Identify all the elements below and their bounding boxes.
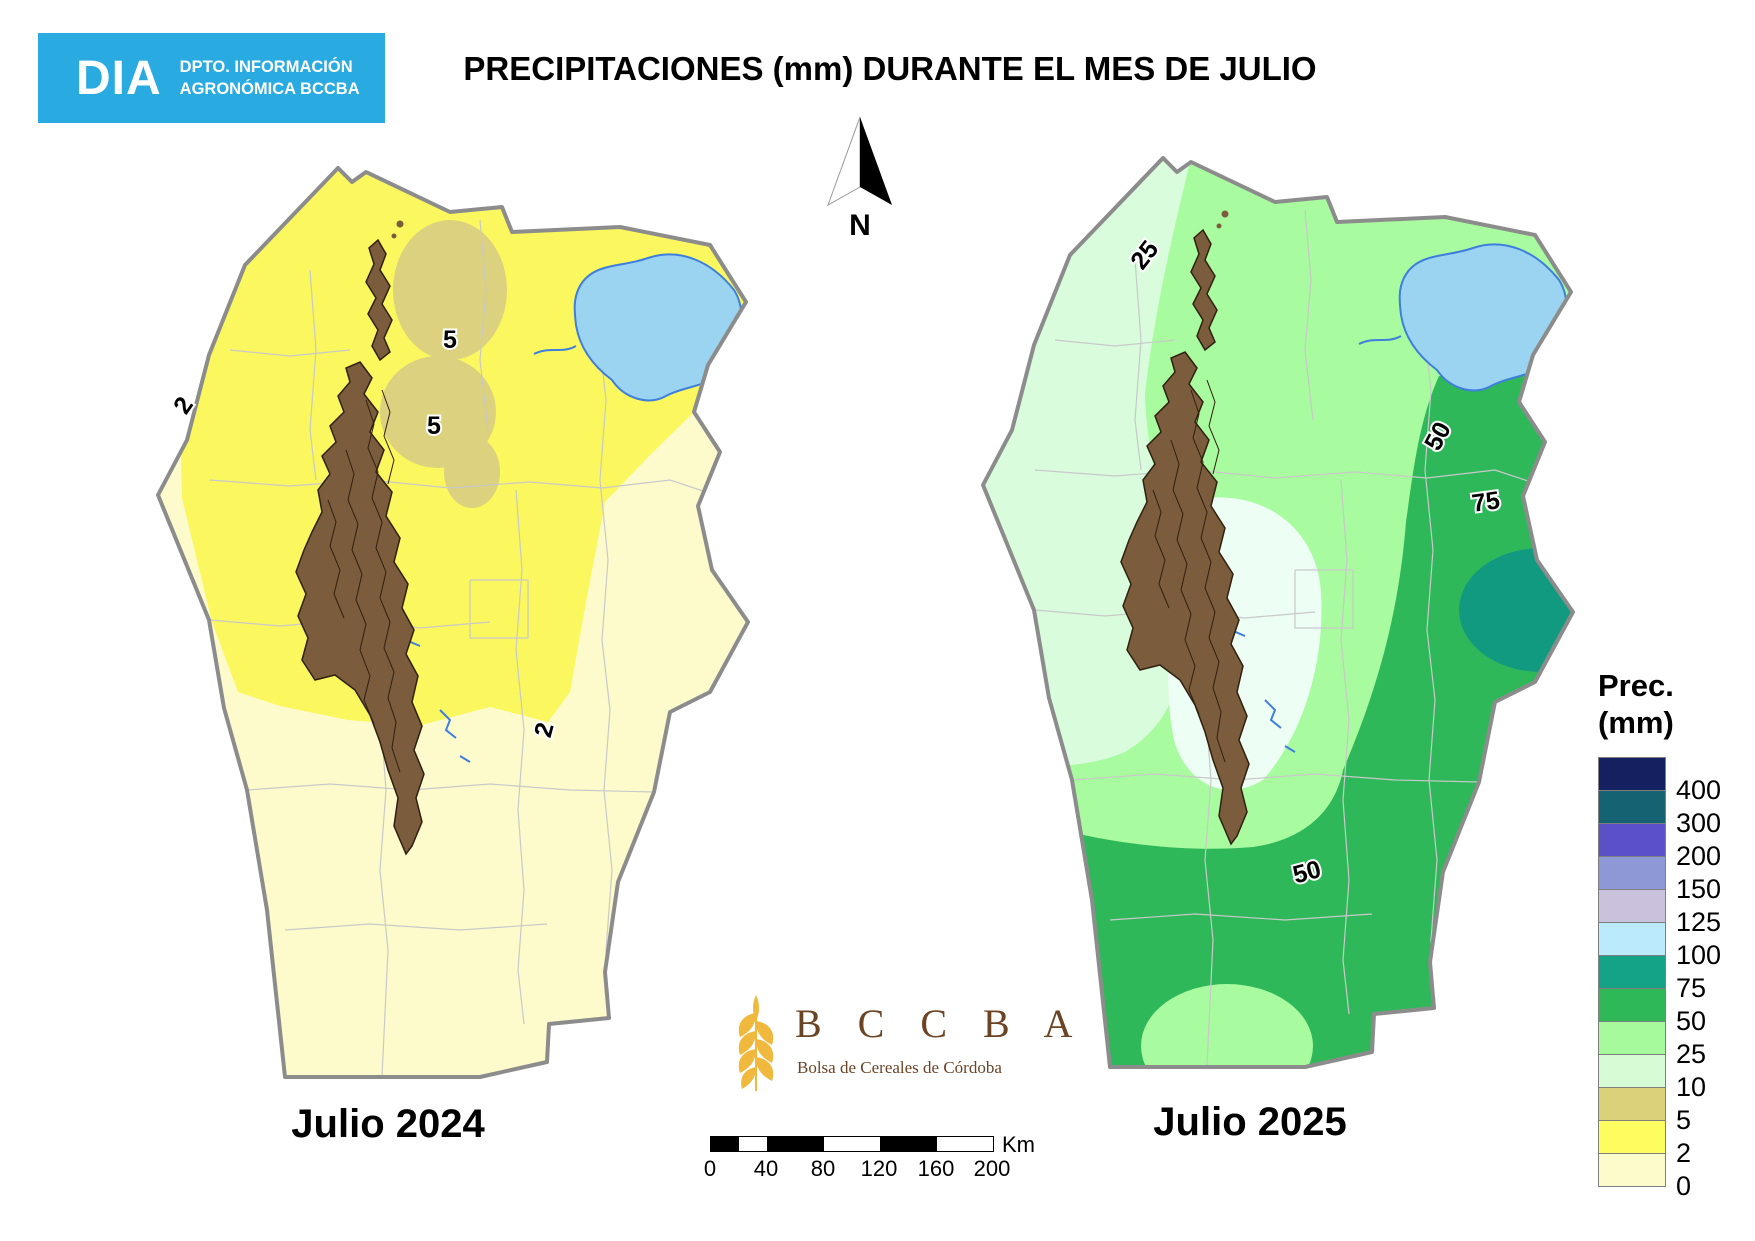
scale-tick-160: 160	[917, 1156, 955, 1181]
north-arrow-left-half	[827, 116, 861, 207]
legend-value-200: 200	[1676, 841, 1722, 871]
scale-segment	[711, 1137, 739, 1151]
legend-swatch-25	[1599, 1022, 1665, 1055]
legend-swatch-200	[1599, 824, 1665, 857]
scale-segment	[880, 1137, 937, 1151]
wheat-leaf	[738, 1013, 756, 1037]
sierras-mountains	[1120, 210, 1250, 846]
map-2025-layers	[983, 158, 1573, 1067]
legend-swatch-10	[1599, 1055, 1665, 1088]
legend-value-2: 2	[1676, 1138, 1692, 1168]
scale-tick-40: 40	[753, 1156, 779, 1181]
wheat-leaf	[756, 1057, 774, 1081]
province-outline	[981, 156, 1575, 1069]
wheat-leaf	[756, 1039, 774, 1063]
mountain-speck	[391, 233, 397, 239]
scale-tick-200: 200	[973, 1156, 1011, 1181]
legend-swatch-75	[1599, 956, 1665, 989]
province-outline	[156, 166, 750, 1079]
wheat-icon	[738, 995, 774, 1091]
contour-label-5b: 5	[427, 412, 441, 440]
legend-swatch-150	[1599, 857, 1665, 890]
wheat-leaf	[756, 1021, 774, 1045]
legend-value-25: 25	[1676, 1039, 1707, 1069]
band-25-pocket-south	[1141, 984, 1313, 1067]
legend-title: Prec. (mm)	[1598, 668, 1674, 741]
legend-value-0: 0	[1676, 1171, 1692, 1201]
map-julio-2024: 5 5 2 2	[156, 166, 750, 1079]
band-75-100-blob	[1459, 548, 1573, 672]
legend-swatch-300	[1599, 791, 1665, 824]
band-50-75-region	[983, 328, 1573, 1067]
scale-segment	[767, 1137, 824, 1151]
legend-value-125: 125	[1676, 907, 1722, 937]
scale-unit-label: Km	[1002, 1132, 1035, 1157]
scale-tick-0: 0	[703, 1156, 717, 1181]
caption-julio-2024: Julio 2024	[291, 1102, 485, 1146]
wheat-leaf	[738, 1049, 756, 1073]
legend-swatch-5	[1599, 1088, 1665, 1121]
legend-swatch-0	[1599, 1154, 1665, 1186]
map-julio-2025: 25 50 75 50	[981, 156, 1575, 1069]
legend-value-400: 400	[1676, 775, 1722, 805]
mountain-main-mass	[295, 361, 425, 856]
dia-badge: DIA DPTO. INFORMACIÓN AGRONÓMICA BCCBA	[38, 33, 385, 123]
scale-tick-120: 120	[860, 1156, 898, 1181]
mountain-speck	[1221, 210, 1229, 218]
scale-segment	[824, 1137, 880, 1151]
scale-tick-80: 80	[810, 1156, 836, 1181]
legend-value-10: 10	[1676, 1072, 1707, 1102]
legend-title-line1: Prec.	[1598, 668, 1674, 703]
caption-julio-2025: Julio 2025	[1153, 1100, 1347, 1144]
mountain-speck	[396, 220, 404, 228]
wheat-leaf	[738, 1031, 756, 1055]
scale-bar-segments	[710, 1136, 994, 1152]
contour-label-5a: 5	[443, 326, 457, 354]
band-5-blob-lobe	[444, 436, 500, 508]
legend-title-line2: (mm)	[1598, 704, 1674, 740]
mountain-ridge-north	[365, 238, 393, 362]
band-5-blob-north	[393, 220, 507, 360]
wheat-leaf	[741, 1067, 756, 1089]
page-title: PRECIPITACIONES (mm) DURANTE EL MES DE J…	[463, 50, 1317, 87]
legend-value-5: 5	[1676, 1105, 1692, 1135]
north-arrow: N	[827, 116, 892, 241]
bccba-acronym: B C C B A	[795, 1001, 1086, 1046]
legend-value-150: 150	[1676, 874, 1722, 904]
north-arrow-label: N	[849, 209, 871, 241]
bccba-subtitle: Bolsa de Cereales de Córdoba	[797, 1058, 1002, 1077]
mountain-ridge-north	[1190, 228, 1218, 352]
dia-dept-line1: DPTO. INFORMACIÓN	[179, 57, 353, 76]
scale-segment	[739, 1137, 767, 1151]
legend-value-300: 300	[1676, 808, 1722, 838]
dia-dept-line2: AGRONÓMICA BCCBA	[179, 80, 360, 98]
scale-segment	[937, 1137, 993, 1151]
legend-value-100: 100	[1676, 940, 1722, 970]
scale-bar: 0 40 80 120 160 200 Km	[704, 1132, 1060, 1186]
legend-value-75: 75	[1676, 973, 1707, 1003]
north-arrow-right-half	[860, 117, 892, 205]
dia-department-label: DPTO. INFORMACIÓN AGRONÓMICA BCCBA	[180, 56, 360, 101]
legend-swatch-50	[1599, 989, 1665, 1022]
mountain-contour-lines	[1152, 379, 1226, 763]
legend-swatch-125	[1599, 890, 1665, 923]
mountain-main-mass	[1120, 351, 1250, 846]
legend-swatch-100	[1599, 923, 1665, 956]
map-2024-layers	[158, 168, 748, 1077]
contour-label-75: 75	[1470, 486, 1502, 518]
legend-swatch-400	[1599, 758, 1665, 791]
mountain-contour-lines	[327, 389, 401, 773]
legend-color-ramp	[1598, 757, 1666, 1187]
dia-acronym: DIA	[76, 51, 162, 105]
legend-swatch-2	[1599, 1121, 1665, 1154]
legend-value-50: 50	[1676, 1006, 1707, 1036]
sierras-mountains	[295, 220, 425, 856]
mountain-speck	[1216, 223, 1222, 229]
